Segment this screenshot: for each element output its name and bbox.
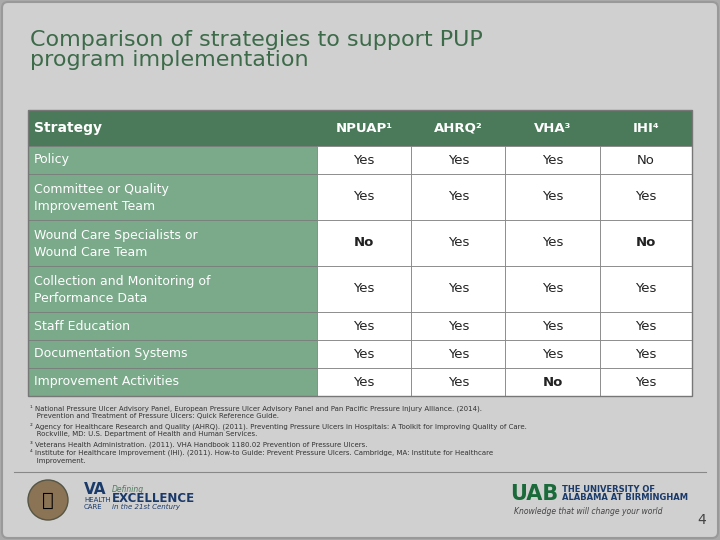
Text: Staff Education: Staff Education bbox=[34, 320, 130, 333]
Bar bbox=[28, 266, 317, 312]
Text: Yes: Yes bbox=[635, 348, 657, 361]
Text: Yes: Yes bbox=[448, 237, 469, 249]
Text: Yes: Yes bbox=[542, 320, 563, 333]
Bar bbox=[411, 340, 505, 368]
Bar bbox=[28, 146, 317, 174]
Bar bbox=[600, 340, 692, 368]
Bar bbox=[28, 174, 317, 220]
Text: Yes: Yes bbox=[354, 348, 374, 361]
Text: ² Agency for Healthcare Research and Quality (AHRQ). (2011). Preventing Pressure: ² Agency for Healthcare Research and Qua… bbox=[30, 422, 527, 429]
Text: VA: VA bbox=[84, 483, 107, 497]
Text: ⁴ Institute for Healthcare Improvement (IHI). (2011). How-to Guide: Prevent Pres: ⁴ Institute for Healthcare Improvement (… bbox=[30, 449, 493, 456]
Bar bbox=[28, 220, 317, 266]
Text: Improvement Team: Improvement Team bbox=[34, 200, 155, 213]
Bar bbox=[28, 340, 317, 368]
Text: THE UNIVERSITY OF: THE UNIVERSITY OF bbox=[562, 484, 655, 494]
Text: Yes: Yes bbox=[354, 191, 374, 204]
Text: Documentation Systems: Documentation Systems bbox=[34, 348, 187, 361]
Text: Rockville, MD: U.S. Department of Health and Human Services.: Rockville, MD: U.S. Department of Health… bbox=[30, 431, 257, 437]
Text: Yes: Yes bbox=[448, 348, 469, 361]
Bar bbox=[600, 368, 692, 396]
Bar bbox=[317, 266, 411, 312]
Text: Yes: Yes bbox=[542, 153, 563, 166]
Bar bbox=[505, 312, 600, 340]
Text: Collection and Monitoring of: Collection and Monitoring of bbox=[34, 275, 210, 288]
Bar bbox=[411, 220, 505, 266]
Text: Yes: Yes bbox=[354, 153, 374, 166]
Bar bbox=[411, 146, 505, 174]
Bar bbox=[600, 146, 692, 174]
Circle shape bbox=[28, 480, 68, 520]
Text: Policy: Policy bbox=[34, 153, 70, 166]
Bar bbox=[505, 174, 600, 220]
Text: Committee or Quality: Committee or Quality bbox=[34, 183, 169, 195]
Text: EXCELLENCE: EXCELLENCE bbox=[112, 491, 195, 504]
Text: AHRQ²: AHRQ² bbox=[434, 122, 482, 134]
Bar bbox=[28, 110, 692, 146]
Text: CARE: CARE bbox=[84, 504, 103, 510]
Bar bbox=[28, 368, 317, 396]
Text: No: No bbox=[354, 237, 374, 249]
Bar bbox=[505, 220, 600, 266]
Text: Improvement.: Improvement. bbox=[30, 458, 86, 464]
Text: ³ Veterans Health Administration. (2011). VHA Handbook 1180.02 Prevention of Pre: ³ Veterans Health Administration. (2011)… bbox=[30, 440, 367, 448]
Text: 🦅: 🦅 bbox=[42, 490, 54, 510]
Text: Yes: Yes bbox=[542, 282, 563, 295]
Text: Yes: Yes bbox=[448, 191, 469, 204]
Text: Yes: Yes bbox=[448, 375, 469, 388]
Text: Performance Data: Performance Data bbox=[34, 292, 148, 305]
Text: Yes: Yes bbox=[542, 191, 563, 204]
Text: Strategy: Strategy bbox=[34, 121, 102, 135]
Text: ALABAMA AT BIRMINGHAM: ALABAMA AT BIRMINGHAM bbox=[562, 494, 688, 503]
Text: NPUAP¹: NPUAP¹ bbox=[336, 122, 392, 134]
Text: Wound Care Team: Wound Care Team bbox=[34, 246, 148, 259]
Text: in the 21st Century: in the 21st Century bbox=[112, 504, 180, 510]
Text: Yes: Yes bbox=[354, 320, 374, 333]
Text: Yes: Yes bbox=[354, 282, 374, 295]
Text: UAB: UAB bbox=[510, 484, 558, 504]
Bar bbox=[505, 146, 600, 174]
Bar bbox=[505, 340, 600, 368]
Bar bbox=[600, 220, 692, 266]
Bar bbox=[600, 266, 692, 312]
Text: Yes: Yes bbox=[542, 237, 563, 249]
Text: program implementation: program implementation bbox=[30, 50, 309, 70]
Text: Yes: Yes bbox=[635, 282, 657, 295]
Bar bbox=[28, 312, 317, 340]
Text: Yes: Yes bbox=[354, 375, 374, 388]
Text: Yes: Yes bbox=[635, 320, 657, 333]
Text: VHA³: VHA³ bbox=[534, 122, 571, 134]
Text: Yes: Yes bbox=[448, 320, 469, 333]
Bar bbox=[505, 368, 600, 396]
Text: ¹ National Pressure Ulcer Advisory Panel, European Pressure Ulcer Advisory Panel: ¹ National Pressure Ulcer Advisory Panel… bbox=[30, 404, 482, 411]
Bar bbox=[505, 266, 600, 312]
Text: No: No bbox=[636, 237, 656, 249]
Text: 4: 4 bbox=[697, 513, 706, 527]
Bar bbox=[600, 174, 692, 220]
Text: Yes: Yes bbox=[448, 153, 469, 166]
Text: HEALTH: HEALTH bbox=[84, 497, 111, 503]
Text: Comparison of strategies to support PUP: Comparison of strategies to support PUP bbox=[30, 30, 482, 50]
Text: Knowledge that will change your world: Knowledge that will change your world bbox=[514, 508, 662, 516]
Bar bbox=[411, 368, 505, 396]
Bar bbox=[28, 110, 692, 396]
Text: Improvement Activities: Improvement Activities bbox=[34, 375, 179, 388]
Bar bbox=[411, 266, 505, 312]
Bar bbox=[317, 146, 411, 174]
Text: Yes: Yes bbox=[448, 282, 469, 295]
Text: No: No bbox=[542, 375, 563, 388]
Text: IHI⁴: IHI⁴ bbox=[632, 122, 660, 134]
Text: Yes: Yes bbox=[542, 348, 563, 361]
Text: Yes: Yes bbox=[635, 191, 657, 204]
Text: Yes: Yes bbox=[635, 375, 657, 388]
Bar bbox=[317, 220, 411, 266]
Bar bbox=[411, 312, 505, 340]
Bar bbox=[600, 312, 692, 340]
Text: No: No bbox=[637, 153, 654, 166]
Text: Prevention and Treatment of Pressure Ulcers: Quick Reference Guide.: Prevention and Treatment of Pressure Ulc… bbox=[30, 413, 279, 419]
Bar bbox=[317, 174, 411, 220]
Text: Wound Care Specialists or: Wound Care Specialists or bbox=[34, 228, 197, 242]
Bar bbox=[317, 368, 411, 396]
Bar bbox=[317, 312, 411, 340]
